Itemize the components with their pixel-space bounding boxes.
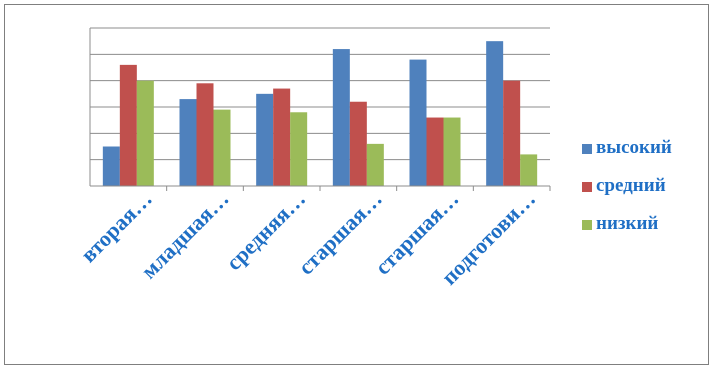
legend-label: средний bbox=[596, 175, 666, 196]
bar-средний bbox=[427, 118, 444, 186]
bar-средний bbox=[273, 89, 290, 186]
bar-высокий bbox=[103, 147, 120, 187]
legend-label: низкий bbox=[596, 213, 658, 234]
legend-label: высокий bbox=[596, 137, 672, 158]
legend-swatch bbox=[582, 182, 592, 192]
legend: высокий средний низкий bbox=[582, 137, 672, 234]
x-axis bbox=[90, 28, 550, 191]
bars bbox=[103, 41, 537, 186]
bar-средний bbox=[503, 81, 520, 186]
bar-высокий bbox=[256, 94, 273, 186]
bar-низкий bbox=[444, 118, 461, 186]
bar-средний bbox=[350, 102, 367, 186]
bar-средний bbox=[120, 65, 137, 186]
bar-средний bbox=[197, 83, 214, 186]
bar-низкий bbox=[367, 144, 384, 186]
legend-swatch bbox=[582, 144, 592, 154]
bar-высокий bbox=[180, 99, 197, 186]
bar-низкий bbox=[290, 112, 307, 186]
bar-низкий bbox=[137, 81, 154, 186]
category-labels: вторая…младшая…средняя…старшая…старшая…п… bbox=[76, 186, 541, 290]
bar-высокий bbox=[486, 41, 503, 186]
bar-низкий bbox=[214, 110, 231, 186]
bar-высокий bbox=[410, 60, 427, 186]
bar-высокий bbox=[333, 49, 350, 186]
gridlines bbox=[90, 28, 550, 160]
legend-swatch bbox=[582, 220, 592, 230]
category-label: вторая… bbox=[76, 186, 157, 267]
bar-низкий bbox=[520, 154, 537, 186]
